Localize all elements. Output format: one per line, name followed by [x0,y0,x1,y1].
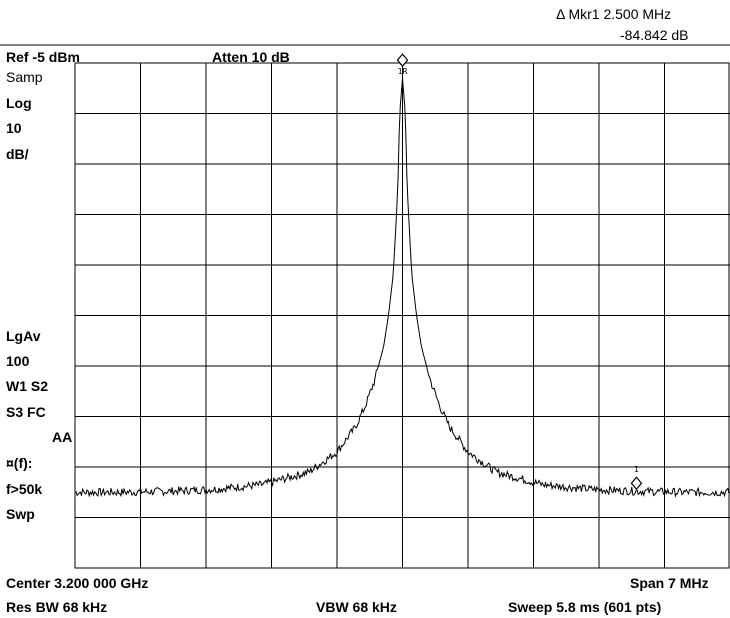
swp-label: Swp [6,506,35,522]
w1s2-label: W1 S2 [6,378,49,394]
scale-value-label: 10 [6,120,22,136]
freq-limit-label: f>50k [6,481,43,497]
marker-diamond [396,53,409,68]
res-bw-label: Res BW 68 kHz [6,599,108,615]
spectrum-trace [74,78,730,498]
scale-unit-label: dB/ [6,146,29,162]
delta-marker: 1 [630,465,643,491]
s3fc-label: S3 FC [6,404,46,420]
span-label: Span 7 MHz [630,575,709,591]
avg-label: LgAv [6,328,41,344]
markers: 1R 1 [396,53,643,491]
marker-value: -84.842 dB [620,27,689,43]
attenuation: Atten 10 dB [212,49,290,65]
vbw-label: VBW 68 kHz [316,599,397,615]
reference-marker: 1R [396,53,409,76]
correction-label: ¤(f): [6,455,33,471]
detector-label: Samp [6,69,43,85]
marker-diamond [630,476,643,491]
marker-readout: Δ Mkr1 2.500 MHz [556,6,672,22]
sweep-label: Sweep 5.8 ms (601 pts) [508,599,662,615]
scale-type-label: Log [6,95,32,111]
marker-label: 1 [634,465,639,474]
ref-level: Ref -5 dBm [6,49,80,65]
grid [0,44,730,569]
marker-label: 1R [398,67,408,76]
avg-count: 100 [6,353,30,369]
center-frequency: Center 3.200 000 GHz [6,575,149,591]
aa-label: AA [52,429,73,445]
